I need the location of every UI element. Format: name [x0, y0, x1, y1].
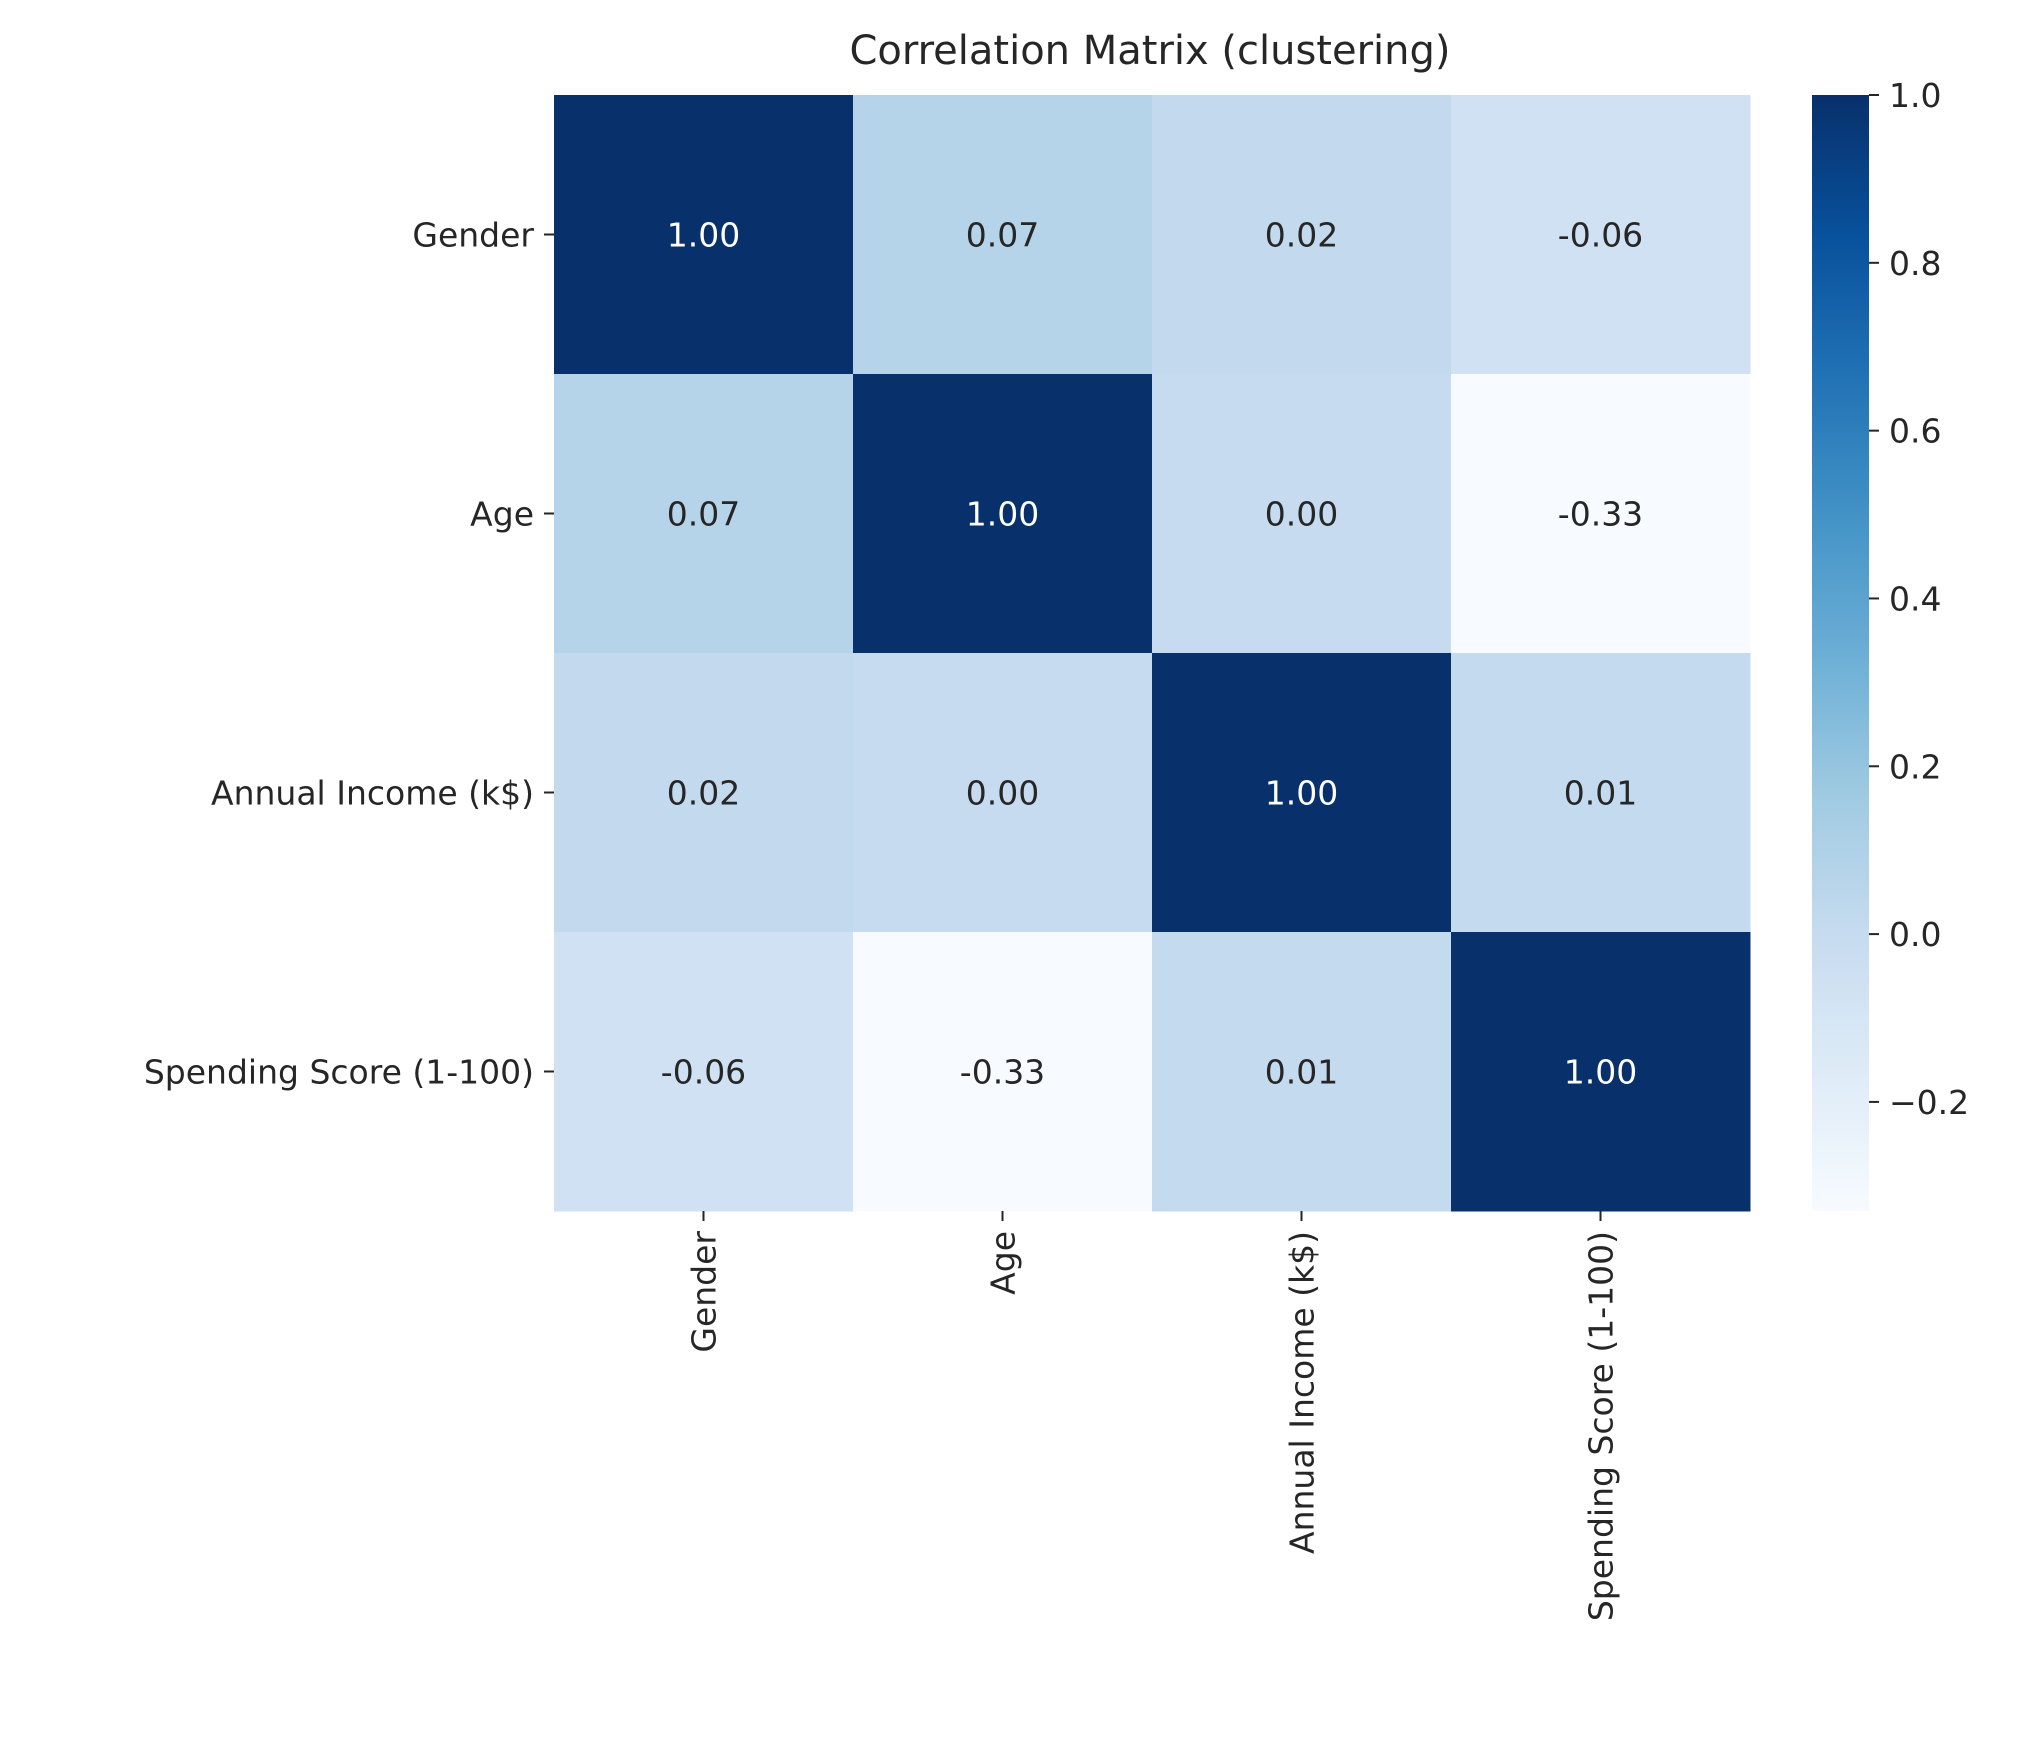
heatmap-cell: [554, 653, 854, 933]
cell-value-label: -0.33: [960, 1053, 1045, 1092]
heatmap-cell: [1152, 653, 1452, 933]
heatmap-cell: [1152, 374, 1452, 654]
heatmap-cell: [853, 932, 1153, 1212]
cell-value-label: 1.00: [667, 216, 740, 255]
cell-value-label: 0.01: [1564, 774, 1637, 813]
colorbar: 1.0 0.8 0.6 0.4 0.2 0.0 −0.2: [1812, 76, 1969, 1211]
cell-value-label: -0.06: [661, 1053, 746, 1092]
cell-value-label: 0.00: [1265, 495, 1338, 534]
heatmap-cell: [554, 95, 854, 375]
x-tick-label: Spending Score (1-100): [1582, 1231, 1621, 1621]
heatmap-cell: [554, 374, 854, 654]
colorbar-tick-label: −0.2: [1889, 1083, 1969, 1122]
heatmap-cell: [1451, 653, 1751, 933]
chart-title: Correlation Matrix (clustering): [849, 28, 1450, 74]
heatmap-cell: [1451, 95, 1751, 375]
cell-value-label: 0.02: [1265, 216, 1338, 255]
heatmap-cell-labels: 1.00 0.07 0.02 -0.06 0.07 1.00 0.00 -0.33 0.02 0.…: [661, 216, 1643, 1092]
colorbar-tick-label: 0.0: [1889, 915, 1941, 954]
x-tick-label: Age: [984, 1231, 1023, 1295]
heatmap-cell: [1451, 374, 1751, 654]
cell-value-label: 0.00: [966, 774, 1039, 813]
y-tick-label: Gender: [412, 216, 534, 255]
cell-value-label: 1.00: [966, 495, 1039, 534]
heatmap-cell: [853, 374, 1153, 654]
colorbar-tick-label: 0.8: [1889, 244, 1941, 283]
x-axis: Gender Age Annual Income (k$) Spending Scor…: [685, 1211, 1621, 1621]
heatmap-cell: [554, 932, 854, 1212]
cell-value-label: -0.33: [1558, 495, 1643, 534]
y-tick-label: Spending Score (1-100): [144, 1053, 534, 1092]
heatmap-cell: [1152, 932, 1452, 1212]
colorbar-tick-label: 0.6: [1889, 412, 1941, 451]
colorbar-tick-label: 0.4: [1889, 579, 1941, 618]
x-tick-label: Annual Income (k$): [1283, 1231, 1322, 1554]
cell-value-label: 1.00: [1265, 774, 1338, 813]
heatmap-cell: [1152, 95, 1452, 375]
colorbar-tick-label: 0.2: [1889, 747, 1941, 786]
colorbar-gradient: [1812, 95, 1869, 1211]
x-tick-label: Gender: [685, 1231, 724, 1353]
colorbar-tick-label: 1.0: [1889, 76, 1941, 115]
cell-value-label: 0.07: [966, 216, 1039, 255]
cell-value-label: 1.00: [1564, 1053, 1637, 1092]
cell-value-label: 0.02: [667, 774, 740, 813]
cell-value-label: 0.01: [1265, 1053, 1338, 1092]
heatmap-cell: [853, 95, 1153, 375]
cell-value-label: 0.07: [667, 495, 740, 534]
cell-value-label: -0.06: [1558, 216, 1643, 255]
heatmap-cell: [853, 653, 1153, 933]
heatmap-cell: [1451, 932, 1751, 1212]
y-tick-label: Annual Income (k$): [211, 774, 534, 813]
heatmap-cells: [554, 95, 1751, 1212]
y-tick-label: Age: [470, 495, 534, 534]
y-axis: Gender Age Annual Income (k$) Spending Scor…: [144, 216, 554, 1092]
